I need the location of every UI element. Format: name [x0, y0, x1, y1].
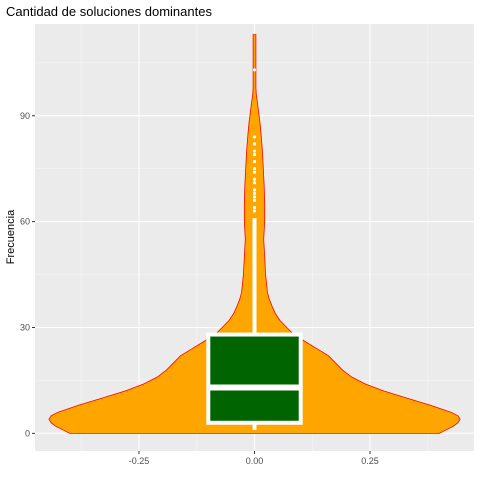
- outlier-point: [252, 198, 257, 203]
- outlier-point: [252, 195, 257, 199]
- boxplot: [206, 218, 303, 430]
- chart-title: Cantidad de soluciones dominantes: [6, 4, 212, 19]
- outlier-point: [252, 160, 257, 164]
- outlier-point: [252, 181, 257, 185]
- y-tick-label: 60: [20, 217, 30, 227]
- y-tick-label: 90: [20, 111, 30, 121]
- x-tick-label: -0.25: [129, 456, 150, 466]
- y-axis-label: Frecuencia: [5, 209, 17, 264]
- y-tick-label: 0: [25, 428, 30, 438]
- outlier-point: [252, 152, 257, 157]
- outlier-point: [252, 191, 257, 195]
- outlier-point: [252, 188, 257, 192]
- y-axis: 0 30 60 90: [20, 111, 35, 438]
- outlier-point: [252, 205, 257, 210]
- x-tick-label: 0.00: [246, 456, 264, 466]
- x-tick-label: 0.25: [361, 456, 379, 466]
- outlier-point: [252, 209, 257, 213]
- outlier-point: [252, 149, 257, 153]
- outlier-point: [252, 68, 257, 72]
- x-axis: -0.25 0.00 0.25: [129, 451, 379, 466]
- box-iqr: [206, 332, 303, 425]
- outlier-point: [252, 167, 257, 171]
- outlier-points: [252, 68, 257, 213]
- outlier-point: [252, 177, 257, 181]
- outlier-point: [252, 142, 257, 146]
- outlier-point: [252, 135, 257, 139]
- y-tick-label: 30: [20, 322, 30, 332]
- outlier-point: [252, 170, 257, 174]
